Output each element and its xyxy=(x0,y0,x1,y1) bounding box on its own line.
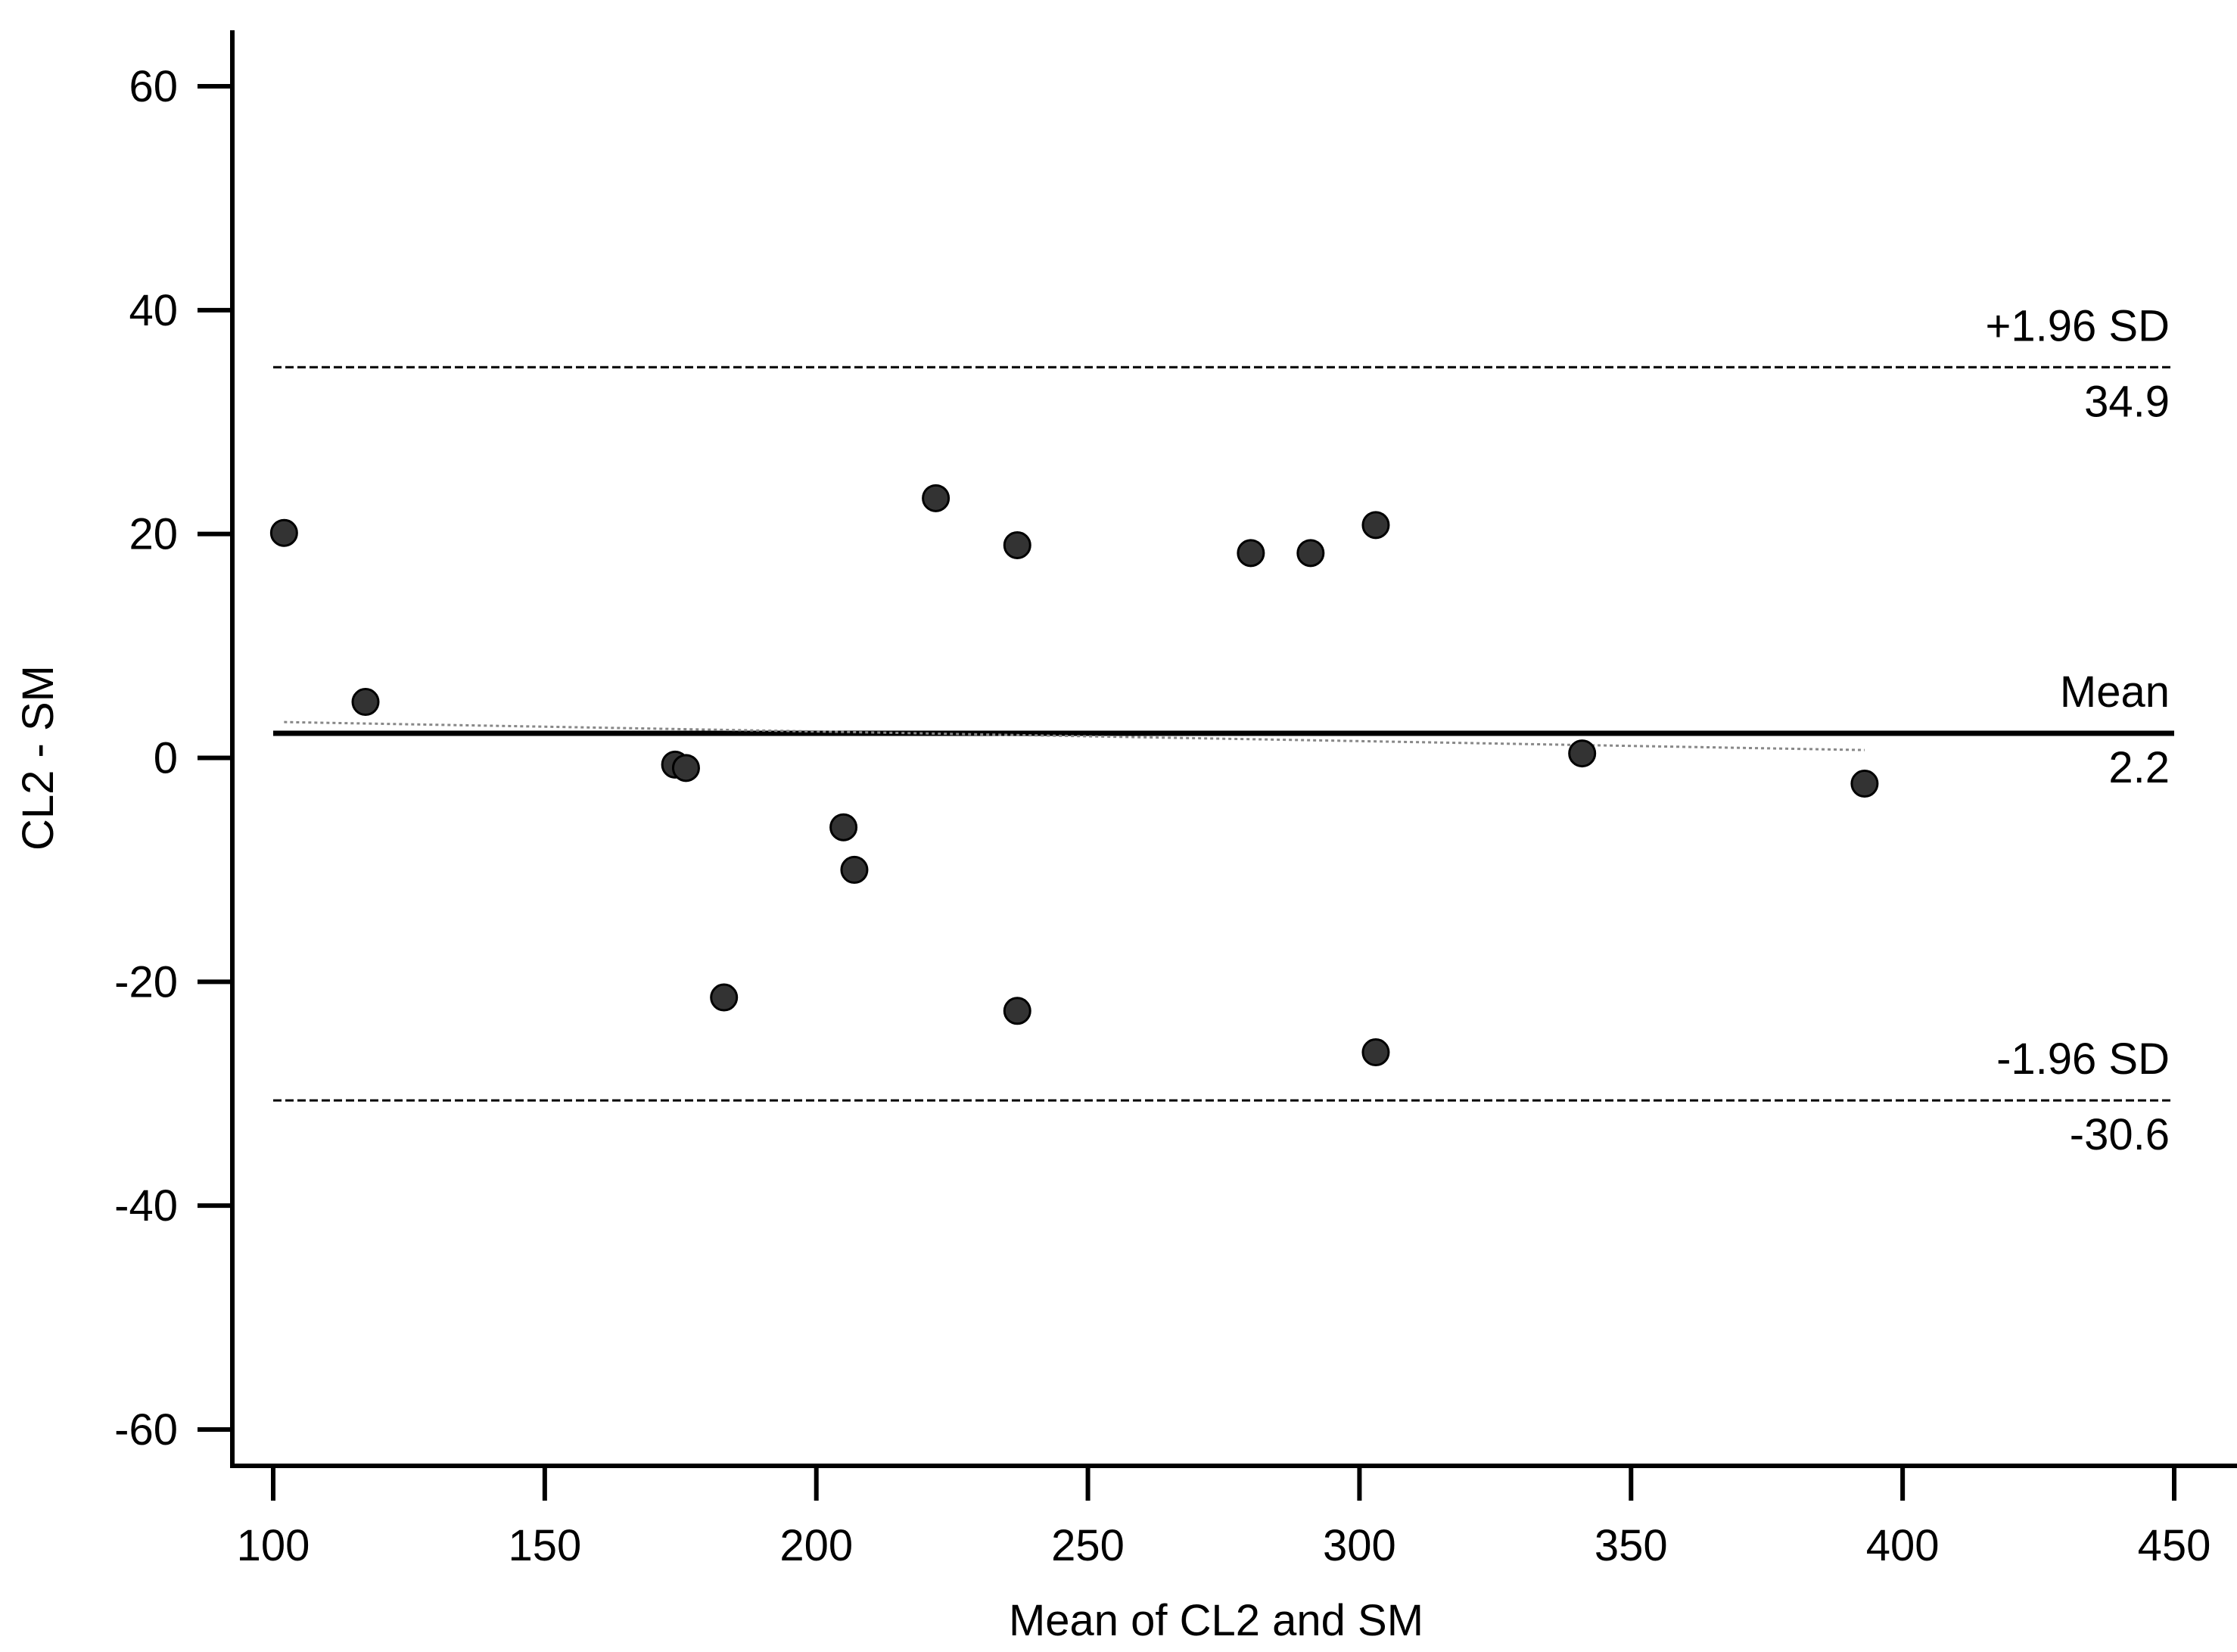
data-point xyxy=(1237,539,1265,568)
upper-limit-line-value: 34.9 xyxy=(2084,377,2170,426)
x-tick-label: 300 xyxy=(1323,1521,1396,1570)
data-point xyxy=(351,688,380,717)
axes: -60 -40 -20 0 20 40 60 100 150 200 250 300 350 400 450 xyxy=(114,30,2237,1570)
y-tick-label: -60 xyxy=(114,1405,178,1454)
data-point xyxy=(1003,530,1031,559)
data-point xyxy=(1361,1038,1390,1067)
x-tick-label: 150 xyxy=(508,1521,581,1570)
y-tick-label: -40 xyxy=(114,1181,178,1230)
data-point xyxy=(1850,770,1879,798)
x-tick-label: 100 xyxy=(237,1521,310,1570)
data-point xyxy=(1003,997,1031,1025)
lower-limit-line-label: -1.96 SD xyxy=(1996,1034,2170,1084)
x-axis-title: Mean of CL2 and SM xyxy=(1009,1596,1423,1645)
trend-line xyxy=(284,720,1865,751)
x-tick-label: 350 xyxy=(1595,1521,1668,1570)
x-tick-label: 200 xyxy=(779,1521,853,1570)
x-tick-label: 250 xyxy=(1051,1521,1125,1570)
y-tick-label: 60 xyxy=(129,62,178,111)
y-tick-label: 0 xyxy=(154,734,178,783)
y-tick-label: -20 xyxy=(114,957,178,1006)
mean-line-label: Mean xyxy=(2060,667,2170,717)
data-point xyxy=(269,518,298,547)
lower-limit-line-value: -30.6 xyxy=(2070,1110,2170,1159)
data-point xyxy=(840,855,869,884)
x-tick-label: 450 xyxy=(2138,1521,2211,1570)
data-points xyxy=(269,484,1879,1067)
data-point xyxy=(1568,739,1597,768)
reference-lines: +1.96 SD 34.9 Mean 2.2 -1.96 SD -30.6 xyxy=(273,301,2174,1159)
upper-limit-line-label: +1.96 SD xyxy=(1986,301,2170,350)
data-point xyxy=(1296,539,1325,568)
y-axis-title: CL2 - SM xyxy=(14,665,63,851)
data-point xyxy=(922,484,950,512)
mean-line-value: 2.2 xyxy=(2108,743,2170,792)
data-point xyxy=(671,754,700,782)
x-tick-label: 400 xyxy=(1866,1521,1940,1570)
data-point xyxy=(1361,511,1390,540)
y-tick-label: 20 xyxy=(129,510,178,559)
y-tick-label: 40 xyxy=(129,286,178,335)
data-point xyxy=(829,813,858,842)
data-point xyxy=(710,983,739,1012)
